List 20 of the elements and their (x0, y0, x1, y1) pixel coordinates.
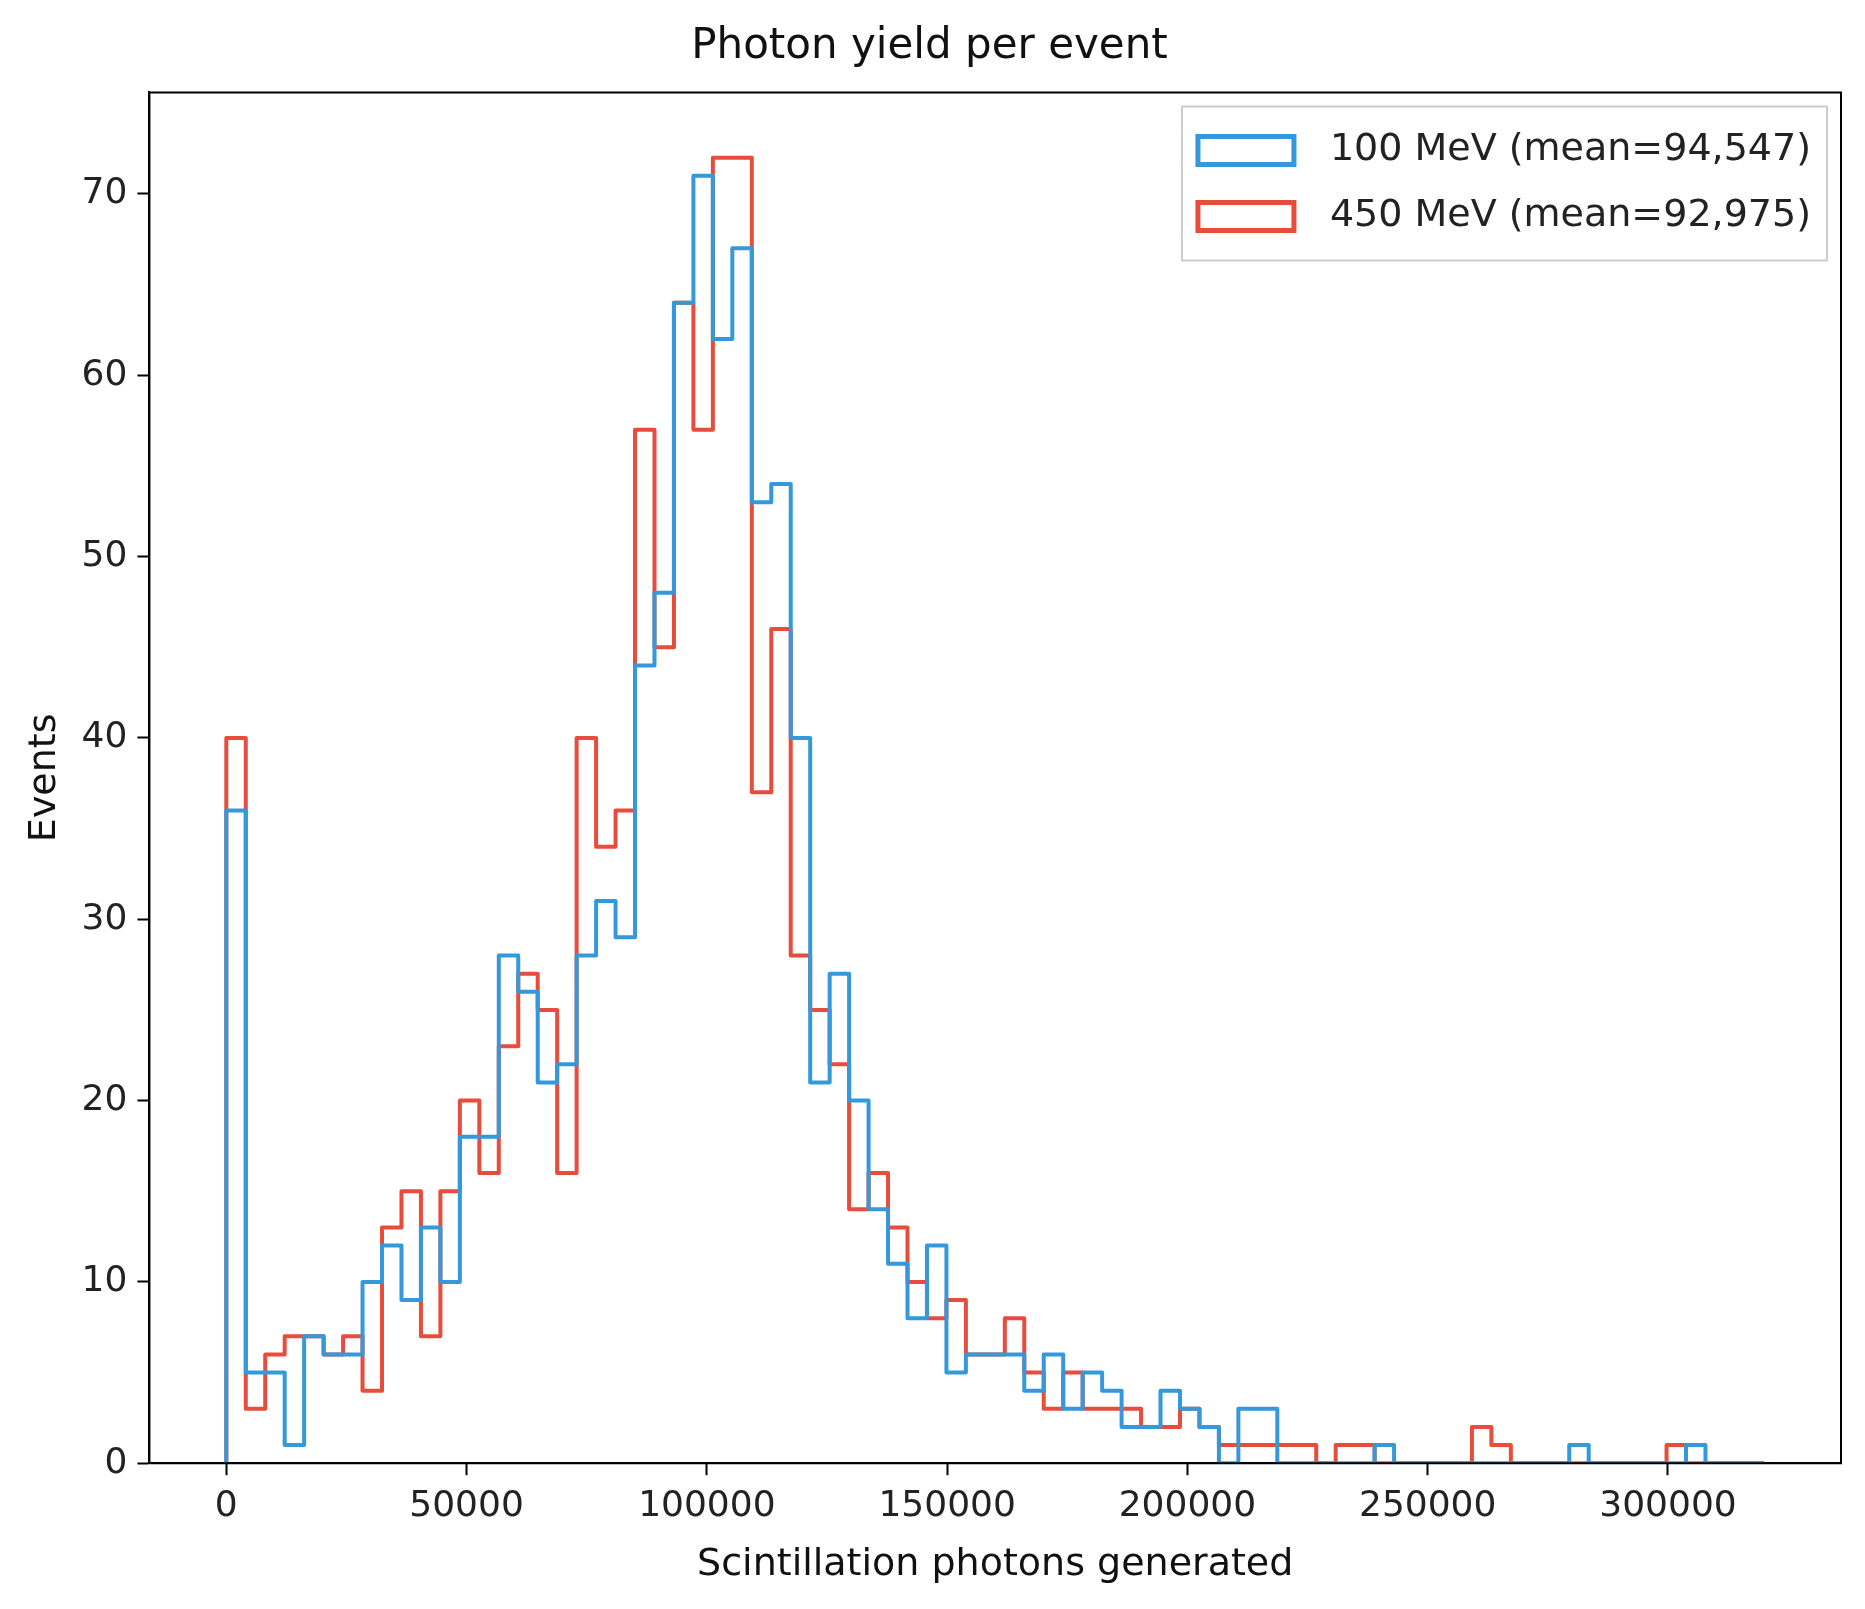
x-tick-label: 0 (214, 1483, 238, 1525)
x-tick-label: 200000 (1118, 1483, 1257, 1525)
y-tick-label: 70 (81, 170, 128, 212)
x-tick-label: 250000 (1358, 1483, 1497, 1525)
x-tick-label: 50000 (409, 1483, 524, 1525)
y-tick-label: 40 (81, 714, 128, 756)
x-tick-label: 300000 (1599, 1483, 1737, 1525)
x-axis-title: Scintillation photons generated (697, 1540, 1294, 1585)
y-tick-label: 10 (81, 1258, 128, 1300)
legend-label: 100 MeV (mean=94,547) (1329, 125, 1812, 170)
y-tick-label: 30 (81, 895, 128, 937)
y-tick-label: 20 (81, 1076, 128, 1118)
chart-title: Photon yield per event (691, 19, 1168, 69)
y-tick-label: 50 (81, 532, 128, 574)
y-axis-title: Events (19, 713, 64, 843)
x-tick-label: 150000 (878, 1483, 1016, 1525)
legend-label: 450 MeV (mean=92,975) (1329, 191, 1812, 236)
y-tick-label: 0 (104, 1439, 128, 1481)
x-tick-label: 100000 (638, 1483, 776, 1525)
y-tick-label: 60 (81, 351, 128, 393)
